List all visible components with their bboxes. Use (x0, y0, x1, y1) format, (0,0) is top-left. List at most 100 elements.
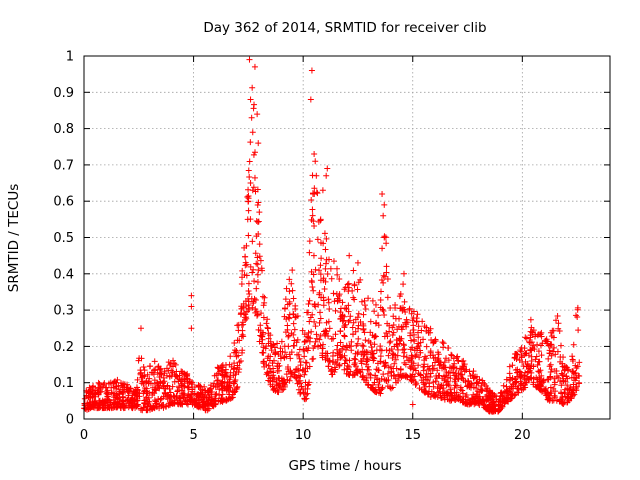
data-point (277, 345, 284, 352)
data-point (564, 393, 571, 400)
data-point (188, 380, 195, 387)
data-point (274, 340, 281, 347)
data-point (310, 218, 317, 225)
data-point (344, 362, 351, 369)
data-point (568, 395, 575, 402)
data-point (423, 343, 430, 350)
data-point (312, 323, 319, 330)
data-point (355, 279, 362, 286)
data-point (256, 253, 263, 260)
data-point (364, 381, 371, 388)
data-point (120, 380, 127, 387)
data-point (245, 192, 252, 199)
data-point (153, 403, 160, 410)
data-point (286, 288, 293, 295)
data-point (254, 261, 261, 268)
data-point (325, 333, 332, 340)
data-point (340, 343, 347, 350)
data-point (302, 365, 309, 372)
data-point (348, 347, 355, 354)
data-point (528, 347, 535, 354)
data-point (322, 350, 329, 357)
data-point (320, 275, 327, 282)
data-point (322, 278, 329, 285)
data-point (365, 338, 372, 345)
data-point (365, 295, 372, 302)
data-point (206, 394, 213, 401)
data-point (486, 388, 493, 395)
data-point (498, 402, 505, 409)
data-point (258, 310, 265, 317)
data-point (253, 260, 260, 267)
data-point (407, 329, 414, 336)
data-point (116, 390, 123, 397)
data-point (281, 305, 288, 312)
data-point (329, 353, 336, 360)
data-point (285, 333, 292, 340)
data-point (383, 263, 390, 270)
data-point (445, 378, 452, 385)
data-point (422, 353, 429, 360)
data-point (324, 165, 331, 172)
data-point (377, 343, 384, 350)
data-point (359, 366, 366, 373)
data-point (371, 334, 378, 341)
data-point (362, 305, 369, 312)
data-point (351, 296, 358, 303)
data-point (164, 382, 171, 389)
data-point (249, 187, 256, 194)
data-point (506, 363, 513, 370)
data-point (430, 340, 437, 347)
data-point (328, 335, 335, 342)
data-point (467, 373, 474, 380)
data-point (333, 290, 340, 297)
data-point (523, 379, 530, 386)
data-point (274, 388, 281, 395)
data-point (340, 317, 347, 324)
data-point (384, 370, 391, 377)
data-point (393, 336, 400, 343)
data-point (248, 114, 255, 121)
data-point (423, 376, 430, 383)
data-point (302, 359, 309, 366)
x-tick-label: 15 (404, 428, 421, 443)
data-point (253, 308, 260, 315)
data-point (525, 368, 532, 375)
data-point (378, 288, 385, 295)
data-point (423, 324, 430, 331)
data-point (371, 355, 378, 362)
data-point (336, 361, 343, 368)
data-point (487, 395, 494, 402)
data-point (215, 365, 222, 372)
data-point (116, 396, 123, 403)
data-point (533, 353, 540, 360)
data-point (302, 386, 309, 393)
data-point (374, 376, 381, 383)
data-point (333, 265, 340, 272)
data-point (421, 357, 428, 364)
data-point (207, 397, 214, 404)
data-point (125, 392, 132, 399)
data-point (397, 305, 404, 312)
data-point (142, 401, 149, 408)
data-point (332, 307, 339, 314)
data-point (287, 367, 294, 374)
data-point (384, 294, 391, 301)
data-point (528, 369, 535, 376)
data-point (170, 400, 177, 407)
data-point (387, 338, 394, 345)
data-point (306, 363, 313, 370)
data-point (384, 333, 391, 340)
data-point (530, 363, 537, 370)
data-point (531, 346, 538, 353)
data-point (445, 390, 452, 397)
data-point (311, 342, 318, 349)
data-point (393, 365, 400, 372)
data-point (322, 246, 329, 253)
data-point (279, 387, 286, 394)
data-point (114, 404, 121, 411)
data-point (206, 387, 213, 394)
data-point (522, 358, 529, 365)
data-point (264, 325, 271, 332)
data-point (401, 346, 408, 353)
